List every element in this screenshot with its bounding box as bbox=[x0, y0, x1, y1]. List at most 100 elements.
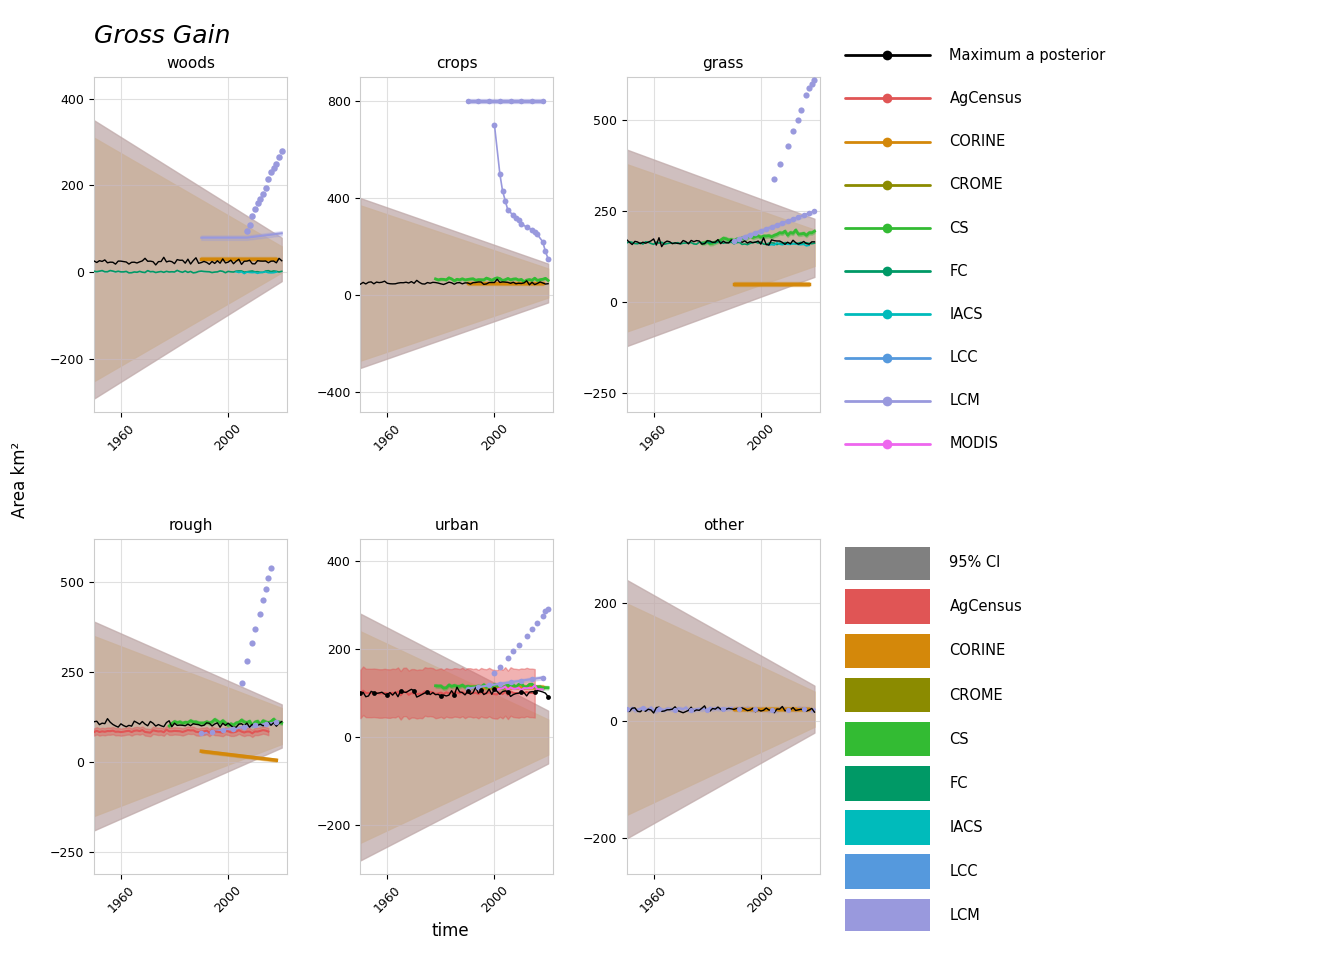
Point bbox=[484, 682, 505, 697]
Point bbox=[521, 671, 543, 686]
Title: urban: urban bbox=[434, 518, 480, 534]
Point bbox=[511, 673, 532, 688]
Point bbox=[516, 220, 538, 235]
Point bbox=[478, 93, 500, 108]
Point bbox=[761, 219, 782, 234]
Point bbox=[376, 687, 398, 703]
Point bbox=[500, 93, 521, 108]
Point bbox=[191, 726, 212, 741]
Point bbox=[505, 210, 527, 226]
Point bbox=[363, 684, 384, 700]
Point bbox=[527, 227, 548, 242]
Point bbox=[271, 143, 293, 158]
Text: 95% CI: 95% CI bbox=[949, 555, 1001, 570]
Point bbox=[763, 171, 785, 186]
Point bbox=[349, 685, 371, 701]
Text: FC: FC bbox=[949, 776, 968, 791]
Point bbox=[258, 571, 280, 587]
Point bbox=[532, 234, 554, 250]
Point bbox=[253, 186, 274, 202]
Point bbox=[468, 680, 489, 695]
Text: IACS: IACS bbox=[949, 307, 982, 322]
Point bbox=[261, 560, 282, 575]
Point bbox=[745, 225, 766, 240]
Point bbox=[535, 604, 556, 619]
Point bbox=[239, 217, 261, 232]
Text: LCC: LCC bbox=[949, 864, 978, 879]
Point bbox=[696, 703, 718, 718]
Text: IACS: IACS bbox=[949, 820, 982, 835]
Point bbox=[497, 203, 519, 218]
Point bbox=[457, 684, 478, 699]
Point bbox=[524, 225, 546, 240]
Point bbox=[503, 207, 524, 223]
Point bbox=[255, 180, 277, 195]
Point bbox=[489, 676, 511, 691]
Point bbox=[511, 684, 532, 699]
Point bbox=[728, 702, 750, 717]
Point bbox=[782, 211, 804, 227]
Point bbox=[793, 207, 814, 223]
Point bbox=[616, 702, 637, 717]
Point bbox=[777, 138, 798, 154]
Point bbox=[245, 718, 266, 733]
Point bbox=[793, 702, 814, 717]
Title: crops: crops bbox=[437, 57, 477, 71]
Point bbox=[237, 654, 258, 669]
FancyBboxPatch shape bbox=[845, 854, 930, 889]
Text: CS: CS bbox=[949, 732, 969, 747]
Point bbox=[231, 675, 253, 690]
Text: Maximum a posterior: Maximum a posterior bbox=[949, 48, 1106, 62]
Point bbox=[788, 209, 809, 225]
Text: time: time bbox=[431, 922, 469, 940]
Point bbox=[723, 233, 745, 249]
Point bbox=[242, 636, 263, 651]
Text: AgCensus: AgCensus bbox=[949, 599, 1023, 614]
Point bbox=[403, 684, 425, 699]
FancyBboxPatch shape bbox=[845, 634, 930, 668]
Point bbox=[470, 683, 492, 698]
Point bbox=[468, 93, 489, 108]
Point bbox=[739, 228, 761, 243]
Point bbox=[664, 703, 685, 718]
Point bbox=[538, 252, 559, 267]
Point bbox=[489, 166, 511, 181]
Title: grass: grass bbox=[703, 57, 745, 71]
Point bbox=[750, 223, 771, 238]
Point bbox=[266, 156, 288, 172]
Point bbox=[798, 205, 820, 221]
Point bbox=[511, 216, 532, 231]
Point bbox=[532, 609, 554, 624]
Text: CORINE: CORINE bbox=[949, 134, 1005, 149]
Point bbox=[202, 724, 223, 739]
Point bbox=[484, 665, 505, 681]
Point bbox=[457, 93, 478, 108]
Point bbox=[250, 607, 271, 622]
Point bbox=[538, 602, 559, 617]
Point bbox=[497, 650, 519, 665]
Title: woods: woods bbox=[167, 57, 215, 71]
Point bbox=[804, 73, 825, 88]
Point bbox=[495, 193, 516, 208]
Point bbox=[500, 675, 521, 690]
Point bbox=[632, 700, 653, 715]
Point bbox=[237, 224, 258, 239]
Point bbox=[777, 703, 798, 718]
FancyBboxPatch shape bbox=[845, 589, 930, 624]
Point bbox=[255, 582, 277, 597]
Text: CROME: CROME bbox=[949, 178, 1003, 192]
Point bbox=[680, 703, 702, 718]
Point bbox=[212, 723, 234, 738]
Text: LCC: LCC bbox=[949, 350, 978, 365]
Text: MODIS: MODIS bbox=[949, 437, 999, 451]
Point bbox=[269, 150, 290, 165]
Point bbox=[258, 171, 280, 186]
Point bbox=[524, 684, 546, 700]
Point bbox=[801, 77, 823, 92]
Point bbox=[532, 93, 554, 108]
Point bbox=[798, 80, 820, 95]
Point bbox=[521, 93, 543, 108]
FancyBboxPatch shape bbox=[845, 810, 930, 845]
Point bbox=[497, 684, 519, 699]
Point bbox=[247, 195, 269, 210]
